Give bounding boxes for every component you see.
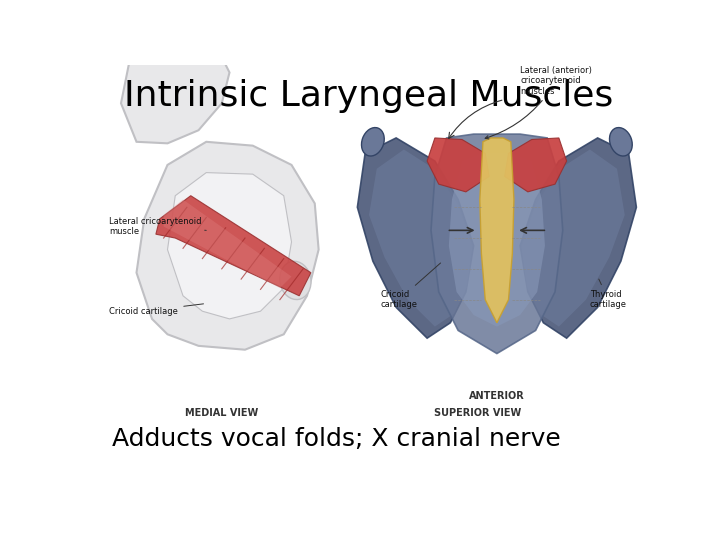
Polygon shape <box>427 138 489 192</box>
Text: ANTERIOR: ANTERIOR <box>469 391 525 401</box>
Polygon shape <box>168 173 292 319</box>
Polygon shape <box>522 150 625 327</box>
Text: Intrinsic Laryngeal Muscles: Intrinsic Laryngeal Muscles <box>125 79 613 113</box>
Polygon shape <box>121 26 230 143</box>
Polygon shape <box>431 134 563 354</box>
Ellipse shape <box>280 261 311 300</box>
Text: Arytenoid cartilage: Arytenoid cartilage <box>0 539 1 540</box>
Polygon shape <box>214 0 269 49</box>
Ellipse shape <box>610 127 632 156</box>
Polygon shape <box>520 138 636 338</box>
Polygon shape <box>505 138 567 192</box>
Polygon shape <box>449 153 545 327</box>
Polygon shape <box>480 138 514 323</box>
Polygon shape <box>137 142 319 350</box>
Text: Adducts vocal folds; X cranial nerve: Adducts vocal folds; X cranial nerve <box>112 427 561 450</box>
Text: Thyroid
cartilage: Thyroid cartilage <box>590 279 627 309</box>
Text: Cricoid cartilage: Cricoid cartilage <box>109 304 204 316</box>
Polygon shape <box>369 150 472 327</box>
Text: Lateral (anterior)
cricoarytenoid
muscles: Lateral (anterior) cricoarytenoid muscle… <box>485 66 592 139</box>
Polygon shape <box>163 200 292 288</box>
Text: Lateral cricoarytenoid
muscle: Lateral cricoarytenoid muscle <box>109 217 206 236</box>
Text: MEDIAL VIEW: MEDIAL VIEW <box>184 408 258 418</box>
Text: SUPERIOR VIEW: SUPERIOR VIEW <box>434 408 521 418</box>
Ellipse shape <box>361 127 384 156</box>
Polygon shape <box>156 195 311 296</box>
Text: Cricoid
cartilage: Cricoid cartilage <box>381 263 441 309</box>
Polygon shape <box>357 138 474 338</box>
